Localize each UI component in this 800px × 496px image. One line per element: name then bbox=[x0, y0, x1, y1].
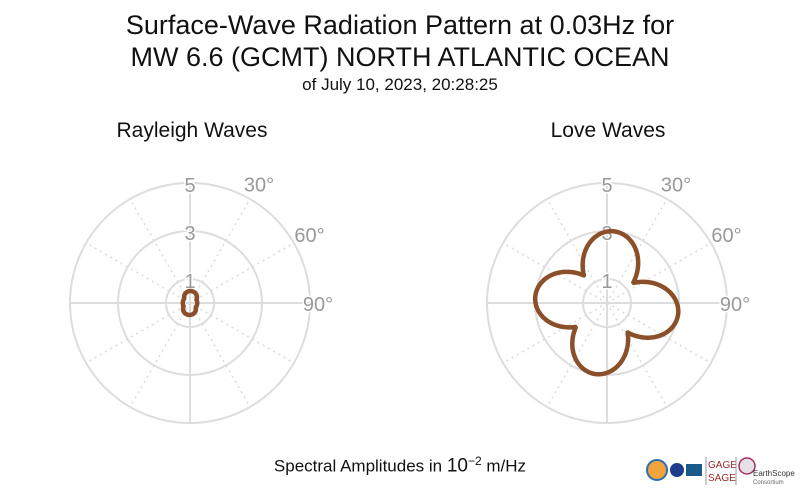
nsf-logo-icon bbox=[646, 459, 668, 481]
usgs-logo-icon bbox=[686, 464, 702, 476]
grid-spoke bbox=[129, 198, 191, 304]
grid-spoke bbox=[606, 242, 712, 304]
love-panel-title: Love Waves bbox=[550, 119, 666, 142]
amplitude-units-label: Spectral Amplitudes in 10−2 m/Hz bbox=[0, 454, 800, 478]
radial-tick-label: 1 bbox=[184, 271, 195, 293]
grid-spoke bbox=[502, 302, 608, 364]
radial-tick-label: 1 bbox=[601, 271, 612, 293]
sage-logo-text: SAGE bbox=[708, 473, 736, 484]
nasa-logo-icon bbox=[670, 463, 684, 477]
angle-tick-label: 90° bbox=[720, 294, 750, 316]
chart-title-line1: Surface-Wave Radiation Pattern at 0.03Hz… bbox=[125, 10, 675, 40]
grid-spoke bbox=[85, 242, 191, 304]
gage-logo-text: GAGE bbox=[708, 460, 737, 471]
polar-chart-love: 1 3 5 30° 60° 90° bbox=[486, 173, 752, 424]
polar-chart-rayleigh: 1 3 5 30° 60° 90° bbox=[69, 173, 335, 424]
earthscope-globe-icon bbox=[738, 457, 756, 475]
grid-spoke bbox=[129, 302, 191, 408]
grid-spoke bbox=[546, 198, 608, 304]
units-suffix: m/Hz bbox=[481, 456, 527, 476]
grid-spoke bbox=[189, 302, 251, 408]
angle-tick-label: 60° bbox=[294, 225, 324, 247]
grid-spoke bbox=[606, 302, 712, 364]
radial-tick-label: 3 bbox=[184, 223, 195, 245]
radial-tick-label: 3 bbox=[601, 223, 612, 245]
grid-spoke bbox=[606, 302, 668, 408]
angle-tick-label: 90° bbox=[303, 294, 333, 316]
grid-spoke bbox=[189, 198, 251, 304]
consortium-logo-text: Consortium bbox=[753, 480, 784, 486]
units-prefix: Spectral Amplitudes in bbox=[273, 456, 447, 476]
radial-tick-label: 5 bbox=[601, 175, 612, 197]
chart-title-line2: MW 6.6 (GCMT) NORTH ATLANTIC OCEAN bbox=[130, 42, 670, 72]
grid-spoke bbox=[189, 302, 295, 364]
grid-spoke bbox=[546, 302, 608, 408]
earthscope-logo-text: EarthScope bbox=[753, 469, 795, 478]
angle-tick-label: 60° bbox=[711, 225, 741, 247]
units-exponent: −2 bbox=[467, 454, 482, 468]
radial-tick-label: 5 bbox=[184, 175, 195, 197]
rayleigh-panel-title: Rayleigh Waves bbox=[116, 119, 268, 142]
angle-tick-label: 30° bbox=[661, 174, 691, 196]
angle-tick-label: 30° bbox=[244, 174, 274, 196]
units-base: 10 bbox=[446, 455, 468, 477]
chart-subtitle: of July 10, 2023, 20:28:25 bbox=[302, 75, 498, 94]
sponsor-logos: GAGE SAGE EarthScope Consortium bbox=[646, 457, 795, 486]
radiation-pattern-line bbox=[532, 228, 681, 377]
radiation-pattern-line bbox=[180, 288, 200, 318]
grid-spoke bbox=[85, 302, 191, 364]
grid-spoke bbox=[189, 242, 295, 304]
